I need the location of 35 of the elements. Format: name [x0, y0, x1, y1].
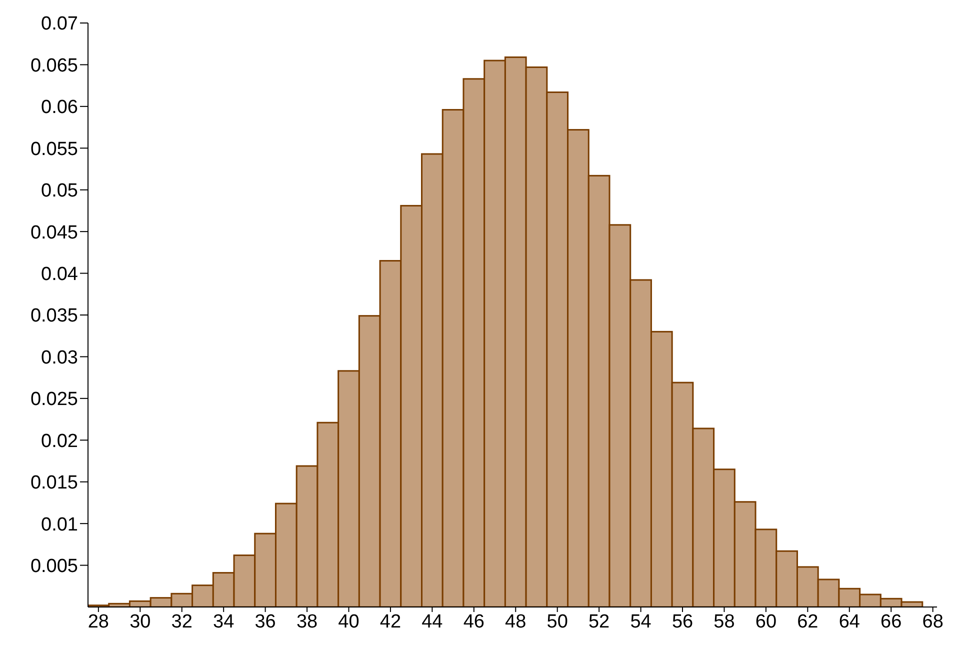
x-tick-label: 62: [797, 611, 818, 632]
y-tick-label: 0.04: [41, 264, 78, 286]
x-tick-label: 44: [422, 611, 444, 632]
y-tick-label: 0.055: [30, 138, 78, 160]
y-tick-label: 0.015: [30, 472, 78, 494]
x-tick-label: 28: [88, 611, 109, 632]
x-tick-label: 46: [463, 611, 484, 632]
y-tick-label: 0.03: [41, 347, 78, 368]
x-tick-label: 66: [880, 611, 902, 632]
y-tick-label: 0.065: [30, 55, 78, 76]
y-tick-label: 0.06: [41, 97, 78, 118]
y-tick-label: 0.07: [41, 14, 78, 35]
y-tick-label: 0.035: [30, 306, 78, 327]
x-tick-label: 52: [588, 611, 610, 632]
y-tick-label: 0.045: [30, 222, 78, 244]
x-tick-label: 60: [755, 611, 777, 632]
y-tick-label: 0.005: [30, 556, 78, 578]
x-tick-label: 56: [672, 611, 694, 632]
x-tick-label: 36: [254, 611, 276, 632]
x-tick-label: 38: [296, 611, 318, 632]
y-tick-label: 0.01: [41, 514, 78, 536]
y-tick-label: 0.02: [41, 430, 78, 452]
x-tick-label: 64: [838, 611, 860, 632]
x-tick-label: 40: [338, 611, 360, 632]
y-tick-label: 0.025: [30, 389, 78, 410]
x-tick-label: 48: [505, 611, 526, 632]
x-tick-label: 42: [380, 611, 402, 632]
x-tick-label: 34: [213, 611, 235, 632]
x-tick-label: 68: [922, 611, 944, 632]
y-tick-label: 0.05: [41, 180, 78, 202]
x-tick-label: 32: [171, 611, 192, 632]
x-tick-label: 54: [630, 611, 652, 632]
x-tick-label: 58: [714, 611, 735, 632]
x-tick-label: 30: [130, 611, 151, 632]
x-tick-label: 50: [546, 611, 568, 632]
